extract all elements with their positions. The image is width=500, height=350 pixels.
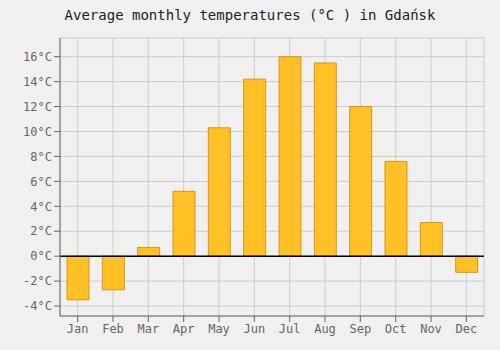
html-text:Average monthly temperatures (: Average monthly temperatures (°C ) in Gd… <box>64 7 436 23</box>
svg-text:4°C: 4°C <box>30 200 52 214</box>
svg-text:12°C: 12°C <box>23 100 52 114</box>
svg-text:Feb: Feb <box>102 322 124 336</box>
svg-text:10°C: 10°C <box>23 125 52 139</box>
svg-text:Dec: Dec <box>455 322 477 336</box>
svg-text:May: May <box>208 322 230 336</box>
svg-text:Jun: Jun <box>243 322 265 336</box>
svg-text:2°C: 2°C <box>30 224 52 238</box>
svg-text:Jul: Jul <box>279 322 301 336</box>
svg-text:0°C: 0°C <box>30 249 52 263</box>
svg-text:8°C: 8°C <box>30 150 52 164</box>
svg-text:Oct: Oct <box>385 322 407 336</box>
svg-text:Apr: Apr <box>173 322 195 336</box>
svg-text:6°C: 6°C <box>30 175 52 189</box>
svg-text:Aug: Aug <box>314 322 336 336</box>
svg-text:-2°C: -2°C <box>23 274 52 288</box>
svg-text:Jan: Jan <box>67 322 89 336</box>
svg-text:Sep: Sep <box>349 322 371 336</box>
svg-text:16°C: 16°C <box>23 50 52 64</box>
svg-text:Mar: Mar <box>137 322 159 336</box>
svg-text:Nov: Nov <box>420 322 442 336</box>
svg-text:-4°C: -4°C <box>23 299 52 313</box>
svg-text:14°C: 14°C <box>23 75 52 89</box>
